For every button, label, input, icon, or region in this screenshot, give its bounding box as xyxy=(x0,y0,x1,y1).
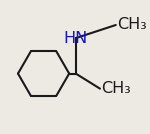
Text: CH₃: CH₃ xyxy=(117,17,147,32)
Text: CH₃: CH₃ xyxy=(101,81,131,96)
Text: HN: HN xyxy=(64,31,88,46)
